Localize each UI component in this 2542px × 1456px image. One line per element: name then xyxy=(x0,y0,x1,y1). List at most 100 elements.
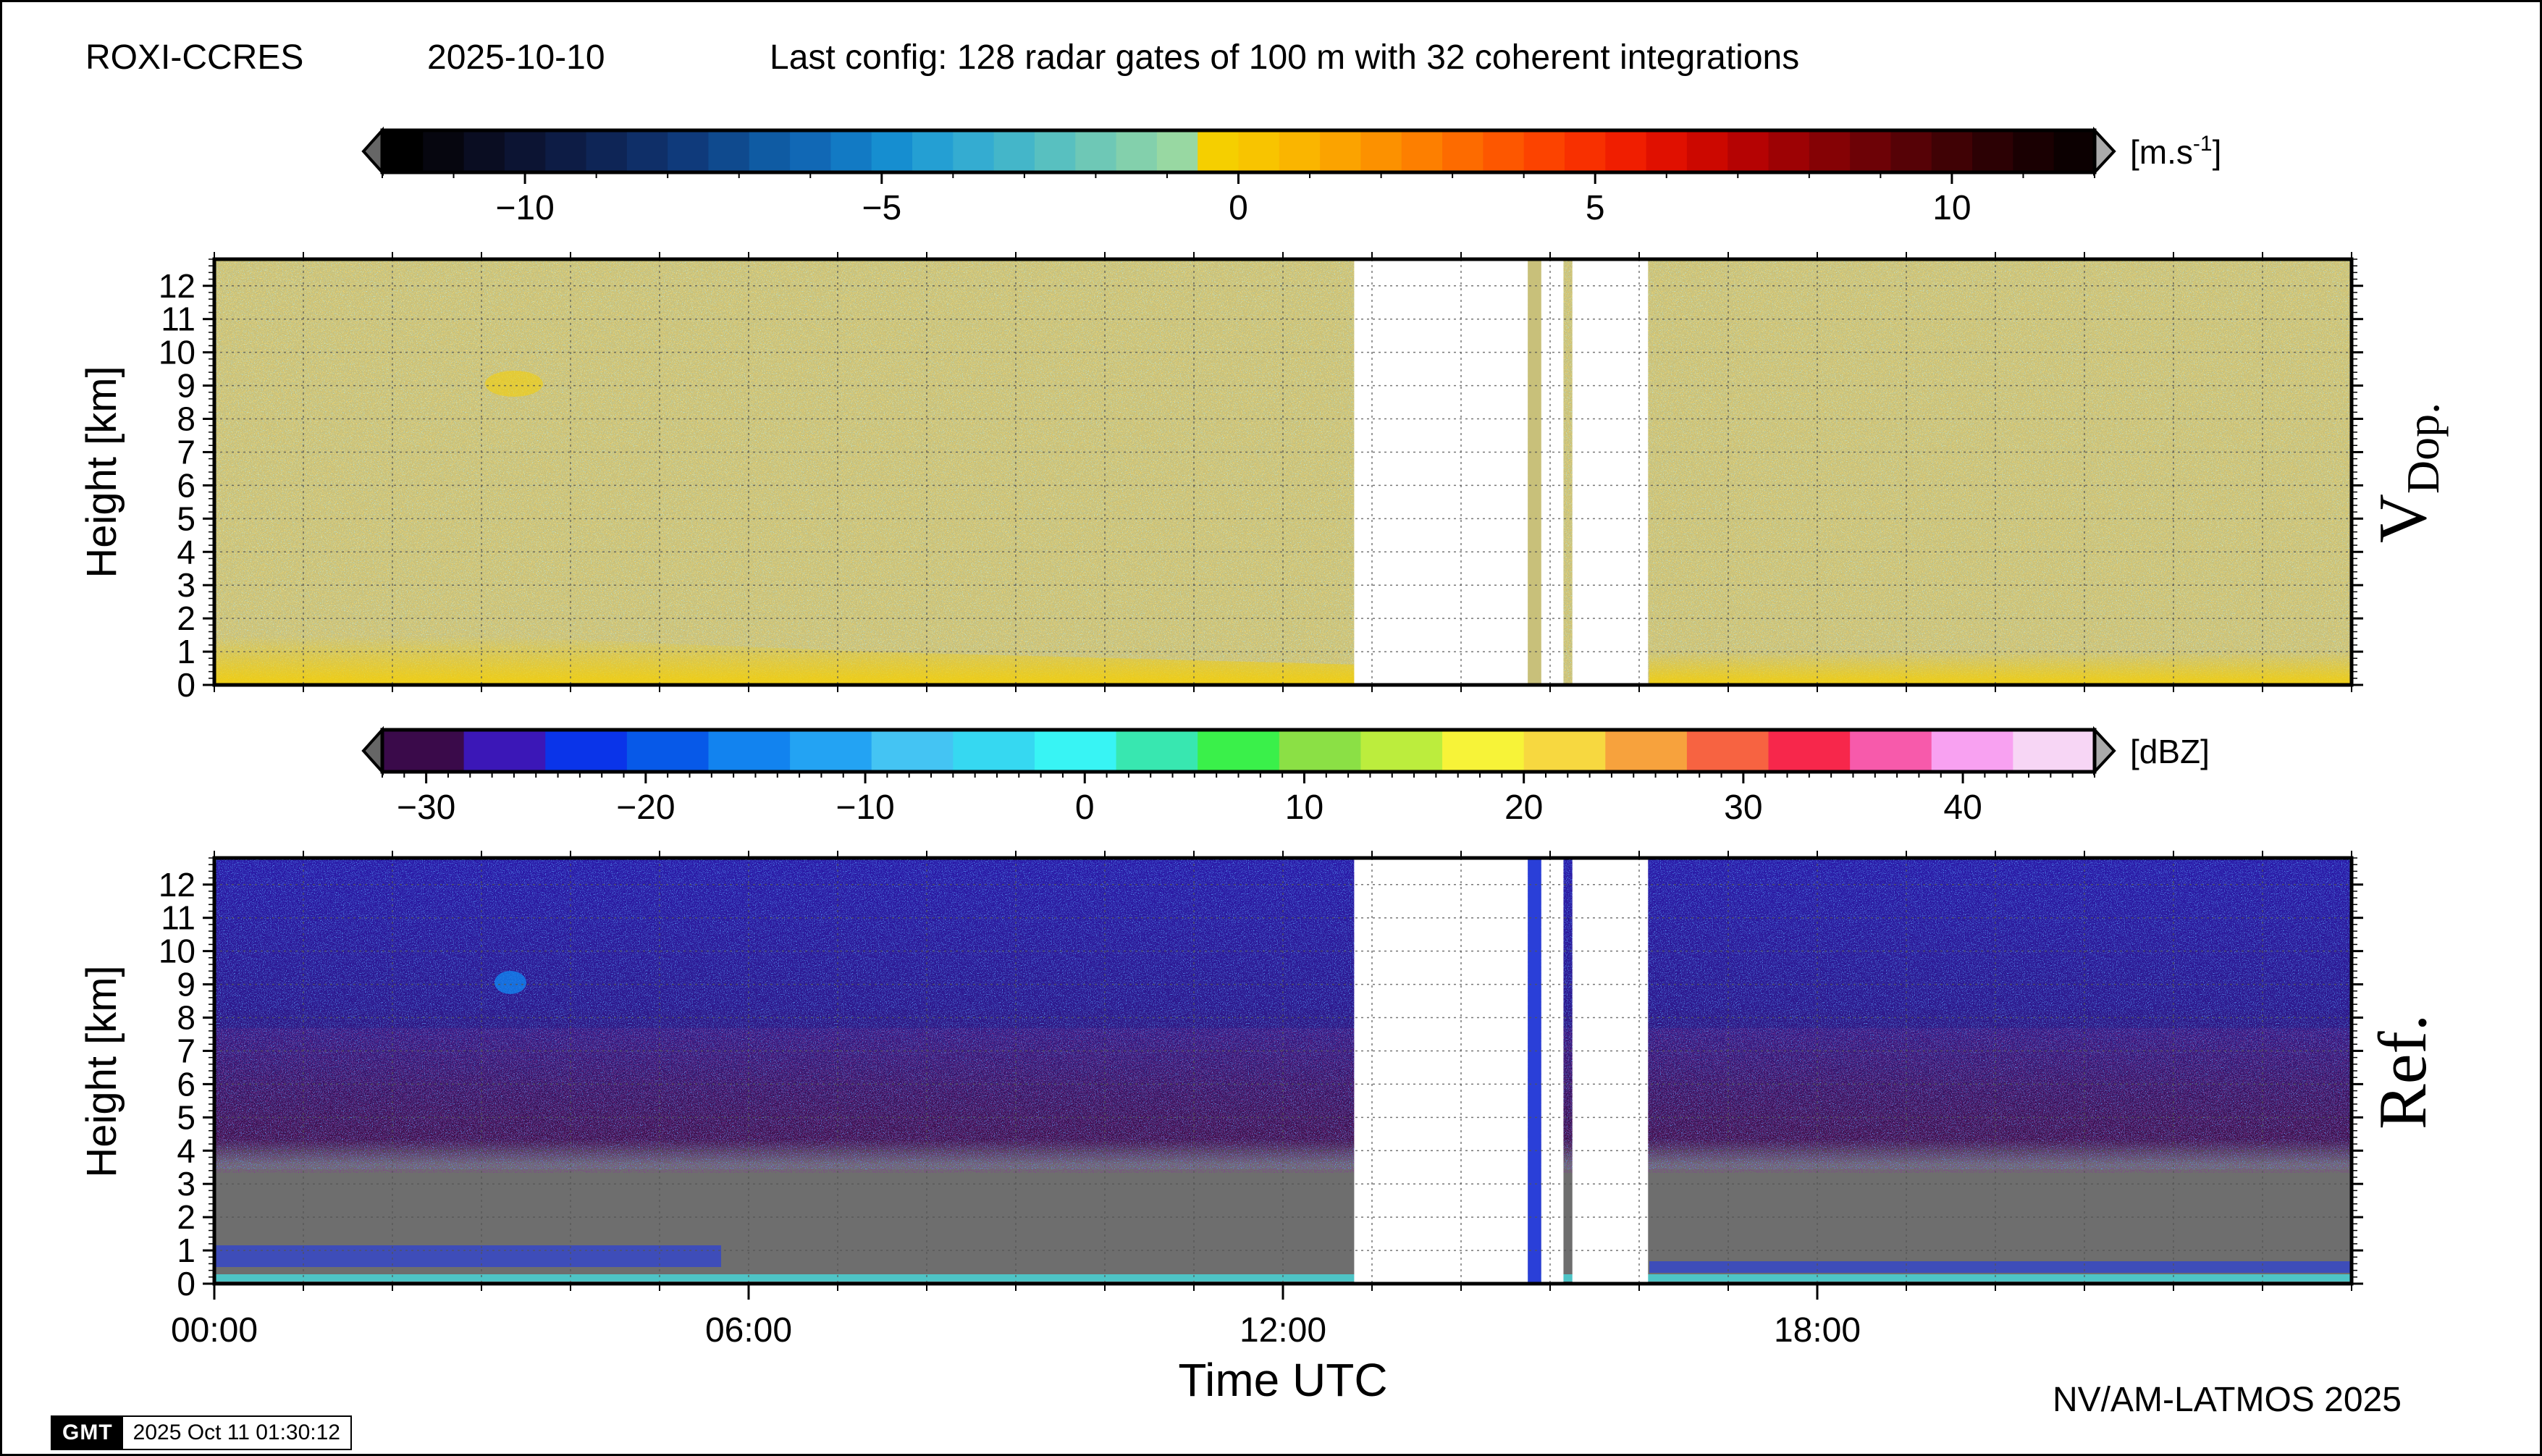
colorbar-swatch xyxy=(1442,730,1525,772)
colorbar-swatch xyxy=(382,130,424,172)
colorbar-swatch xyxy=(1890,130,1932,172)
vdop-boundary-layer xyxy=(214,636,1360,685)
colorbar-swatch xyxy=(463,730,546,772)
y-tick-label: 3 xyxy=(177,1165,195,1203)
x-tick-label: 06:00 xyxy=(705,1311,792,1350)
colorbar-swatch xyxy=(708,730,791,772)
vdop-y-label: Height [km] xyxy=(78,366,125,578)
colorbar-swatch xyxy=(749,130,791,172)
colorbar-swatch xyxy=(1279,130,1321,172)
colorbar-swatch xyxy=(1972,130,2013,172)
y-tick-label: 8 xyxy=(177,999,195,1037)
colorbar-swatch xyxy=(586,130,628,172)
colorbar-swatch xyxy=(545,730,628,772)
colorbar-swatch xyxy=(1360,130,1402,172)
colorbar-tick-label: 0 xyxy=(1075,788,1095,827)
header-row: ROXI-CCRES 2025-10-10 Last config: 128 r… xyxy=(0,0,2542,123)
y-tick-label: 9 xyxy=(177,367,195,405)
y-tick-label: 12 xyxy=(159,866,195,904)
y-tick-label: 6 xyxy=(177,1065,195,1103)
colorbar-swatch xyxy=(1931,730,2013,772)
y-tick-label: 0 xyxy=(177,666,195,704)
colorbar-swatch xyxy=(382,730,465,772)
colorbar-tick-label: −5 xyxy=(862,189,901,227)
vdop-data-gaps xyxy=(1354,259,1649,685)
y-tick-label: 8 xyxy=(177,400,195,438)
colorbar-swatch xyxy=(1238,130,1280,172)
colorbar-swatch xyxy=(1279,730,1362,772)
config-text: Last config: 128 radar gates of 100 m wi… xyxy=(770,38,1800,77)
colorbar-swatch xyxy=(790,130,832,172)
colorbar-swatch xyxy=(1034,730,1117,772)
colorbar-swatch xyxy=(1686,130,1728,172)
colorbar-swatch xyxy=(912,130,954,172)
ref-x-axis: 00:00 06:00 12:00 18:00 xyxy=(171,1284,1861,1350)
vdop-colorbar-unit: [m.s-1] xyxy=(2130,132,2221,171)
gmt-time: 2025 Oct 11 01:30:12 xyxy=(122,1417,350,1449)
colorbar-swatch xyxy=(1034,130,1076,172)
colorbar-tick-label: 0 xyxy=(1229,189,1248,227)
x-tick-label: 18:00 xyxy=(1774,1311,1861,1350)
colorbar-swatch xyxy=(790,730,872,772)
ref-data-gaps xyxy=(1354,858,1649,1284)
colorbar-swatch xyxy=(1116,730,1198,772)
colorbar-swatch xyxy=(993,130,1035,172)
vdop-panel-label: VDop. xyxy=(2365,403,2449,543)
dbz-colorbar: −30 −20 −10 0 10 20 30 40 [dBZ] xyxy=(361,725,2210,827)
ref-feature xyxy=(494,971,526,994)
y-tick-label: 9 xyxy=(177,966,195,1003)
colorbar-swatch xyxy=(2013,730,2095,772)
colorbar-swatch xyxy=(1850,730,1932,772)
colorbar-swatch xyxy=(1198,730,1280,772)
colorbar-swatch xyxy=(1564,130,1606,172)
colorbar-swatch xyxy=(463,130,505,172)
vdop-feature xyxy=(485,371,543,397)
colorbar-swatch xyxy=(1686,730,1769,772)
colorbar-swatch xyxy=(423,130,465,172)
colorbar-tick-label: 20 xyxy=(1504,788,1543,827)
y-tick-label: 11 xyxy=(161,899,195,937)
y-tick-label: 3 xyxy=(177,566,195,604)
data-gap xyxy=(1541,858,1564,1284)
y-tick-label: 12 xyxy=(159,267,195,305)
colorbar-swatch xyxy=(545,130,587,172)
colorbar-swatch xyxy=(871,130,913,172)
y-tick-label: 4 xyxy=(177,533,195,571)
colorbar-swatch xyxy=(1605,730,1688,772)
data-gap xyxy=(1541,259,1564,685)
y-tick-label: 2 xyxy=(177,599,195,637)
data-strip xyxy=(1528,858,1541,1284)
data-gap xyxy=(1572,259,1649,685)
colorbar-swatch xyxy=(2013,130,2055,172)
colorbar-swatch xyxy=(1320,130,1362,172)
vdop-label-sub: Dop. xyxy=(2397,403,2449,494)
credit-text: NV/AM-LATMOS 2025 xyxy=(2053,1381,2402,1419)
y-tick-label: 5 xyxy=(177,500,195,537)
ref-near-ground-echo xyxy=(214,1245,721,1267)
plot-date: 2025-10-10 xyxy=(427,38,605,77)
y-tick-label: 0 xyxy=(177,1265,195,1303)
colorbar-high-arrow xyxy=(2093,126,2116,177)
colorbar-low-arrow xyxy=(361,725,384,776)
data-gap xyxy=(1354,259,1528,685)
ref-panel-label: Ref. xyxy=(2365,1014,2441,1129)
y-tick-label: 10 xyxy=(159,334,195,371)
colorbar-swatch xyxy=(1401,130,1443,172)
x-tick-label: 00:00 xyxy=(171,1311,258,1350)
colorbar-tick-label: 5 xyxy=(1586,189,1605,227)
colorbar-swatch xyxy=(668,130,710,172)
y-tick-label: 6 xyxy=(177,466,195,504)
colorbar-tick-label: −10 xyxy=(495,189,554,227)
colorbar-tick-label: −30 xyxy=(397,788,455,827)
colorbar-swatch xyxy=(1605,130,1647,172)
colorbar-swatch xyxy=(1768,130,1810,172)
y-tick-label: 7 xyxy=(177,433,195,471)
colorbar-tick-label: 30 xyxy=(1724,788,1762,827)
colorbar-swatch xyxy=(1768,730,1851,772)
y-tick-label: 1 xyxy=(177,1232,195,1269)
colorbar-swatch xyxy=(1850,130,1892,172)
x-axis-label: Time UTC xyxy=(1178,1354,1387,1406)
